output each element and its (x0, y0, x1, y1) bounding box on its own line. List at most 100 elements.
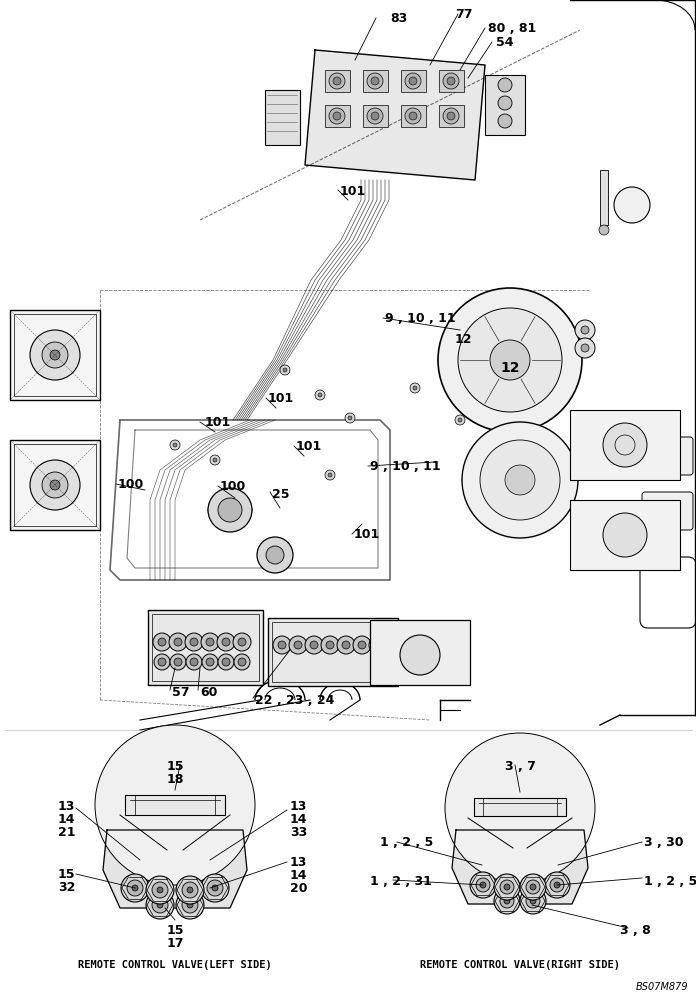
Circle shape (544, 872, 570, 898)
Text: 33: 33 (290, 826, 307, 839)
Circle shape (374, 641, 382, 649)
Circle shape (202, 654, 218, 670)
Circle shape (480, 440, 560, 520)
Circle shape (504, 898, 510, 904)
Circle shape (498, 96, 512, 110)
Circle shape (127, 880, 143, 896)
Circle shape (480, 882, 486, 888)
Circle shape (310, 641, 318, 649)
FancyBboxPatch shape (642, 492, 693, 530)
Bar (14, 444, 96, 526)
Circle shape (445, 733, 595, 883)
Text: 77: 77 (455, 8, 473, 21)
Circle shape (190, 658, 198, 666)
Circle shape (326, 641, 334, 649)
Bar (439, 70, 464, 92)
Circle shape (153, 633, 171, 651)
Bar (401, 105, 426, 127)
Circle shape (329, 73, 345, 89)
Circle shape (173, 443, 177, 447)
Circle shape (208, 488, 252, 532)
Text: 22 , 23 , 24: 22 , 23 , 24 (255, 694, 334, 707)
Circle shape (458, 418, 462, 422)
Circle shape (614, 187, 650, 223)
Circle shape (174, 658, 182, 666)
Circle shape (520, 888, 546, 914)
Circle shape (273, 636, 291, 654)
Circle shape (575, 320, 595, 340)
Circle shape (447, 112, 455, 120)
Text: 15: 15 (166, 924, 184, 937)
Bar (485, 75, 525, 135)
Circle shape (443, 73, 459, 89)
Text: 14: 14 (290, 869, 308, 882)
Text: 3 , 8: 3 , 8 (620, 924, 651, 937)
Circle shape (603, 513, 647, 557)
Circle shape (222, 658, 230, 666)
Circle shape (158, 638, 166, 646)
Text: 83: 83 (390, 12, 407, 25)
Circle shape (238, 658, 246, 666)
Text: 13: 13 (58, 800, 75, 813)
Circle shape (154, 654, 170, 670)
Circle shape (575, 338, 595, 358)
Circle shape (367, 73, 383, 89)
Circle shape (222, 638, 230, 646)
Circle shape (176, 876, 204, 904)
Circle shape (476, 878, 490, 892)
Circle shape (494, 888, 520, 914)
Circle shape (234, 654, 250, 670)
Text: 80 , 81: 80 , 81 (488, 22, 536, 35)
Circle shape (443, 108, 459, 124)
Circle shape (206, 658, 214, 666)
Circle shape (174, 638, 182, 646)
Circle shape (371, 77, 379, 85)
Circle shape (371, 112, 379, 120)
Text: 32: 32 (58, 881, 75, 894)
Circle shape (526, 894, 540, 908)
Text: 57: 57 (172, 686, 189, 699)
Bar (268, 618, 398, 686)
Circle shape (132, 885, 138, 891)
Text: 3 , 30: 3 , 30 (644, 836, 683, 849)
Bar (370, 620, 470, 685)
Text: 13: 13 (290, 800, 308, 813)
Text: 15: 15 (58, 868, 75, 881)
Circle shape (462, 422, 578, 538)
Text: 17: 17 (166, 937, 184, 950)
Text: 1 , 2 , 5: 1 , 2 , 5 (380, 836, 433, 849)
Polygon shape (452, 830, 588, 904)
Circle shape (157, 902, 163, 908)
Bar (474, 798, 566, 816)
Text: 12: 12 (455, 333, 473, 346)
Circle shape (158, 658, 166, 666)
Circle shape (405, 108, 421, 124)
Text: REMOTE CONTROL VALVE(RIGHT SIDE): REMOTE CONTROL VALVE(RIGHT SIDE) (420, 960, 620, 970)
Circle shape (329, 108, 345, 124)
Text: 3 , 7: 3 , 7 (505, 760, 535, 773)
Circle shape (213, 458, 217, 462)
Text: 1 , 2 , 31: 1 , 2 , 31 (370, 875, 432, 888)
Bar (325, 105, 350, 127)
Circle shape (42, 472, 68, 498)
Circle shape (283, 368, 287, 372)
Text: 15: 15 (166, 760, 184, 773)
Circle shape (257, 537, 293, 573)
Bar (10, 440, 100, 530)
Circle shape (187, 902, 193, 908)
Bar (152, 614, 259, 681)
Bar (10, 310, 100, 400)
Circle shape (321, 636, 339, 654)
Circle shape (588, 464, 596, 472)
Circle shape (353, 636, 371, 654)
Text: 54: 54 (496, 36, 514, 49)
Circle shape (582, 440, 602, 460)
Bar (148, 610, 263, 685)
Circle shape (170, 654, 186, 670)
Circle shape (358, 641, 366, 649)
Text: 12: 12 (500, 361, 520, 375)
Circle shape (206, 638, 214, 646)
Circle shape (458, 308, 562, 412)
Circle shape (490, 340, 530, 380)
Circle shape (305, 636, 323, 654)
